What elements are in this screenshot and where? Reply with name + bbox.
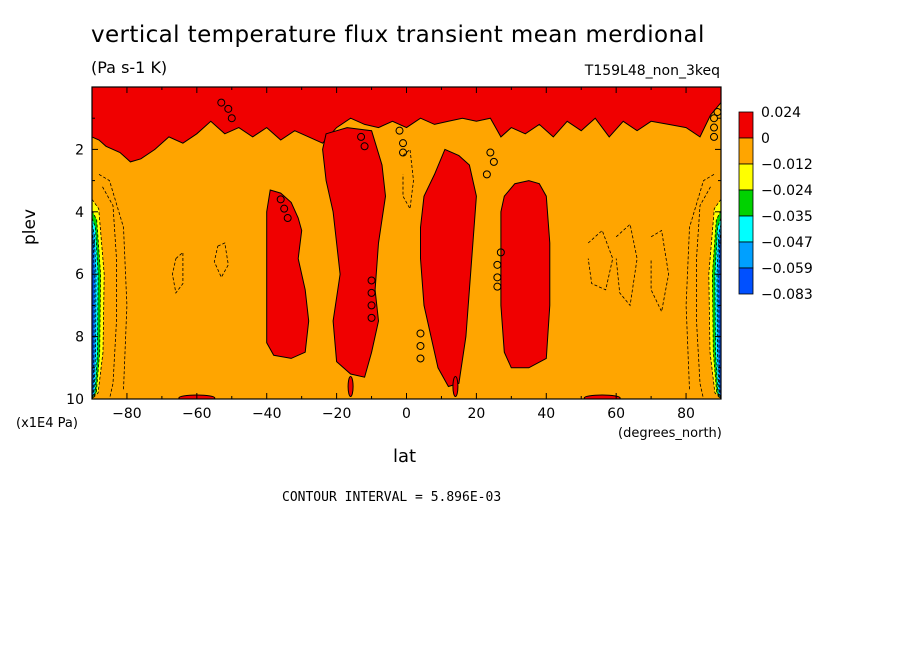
chart-title: vertical temperature flux transient mean… xyxy=(91,22,705,48)
x-tick-label: −40 xyxy=(252,406,282,422)
y-tick-label: 6 xyxy=(75,267,84,283)
colorbar-swatch xyxy=(738,189,754,217)
colorbar-label: 0.024 xyxy=(761,105,801,121)
contour-ring xyxy=(227,114,236,123)
x-axis-label: lat xyxy=(393,446,417,467)
negative-contour-dashed xyxy=(102,186,117,399)
contour-ring xyxy=(367,276,376,285)
contour-ring xyxy=(493,260,502,269)
negative-contour-dashed xyxy=(98,174,128,390)
contour-ring xyxy=(493,282,502,291)
contour-ring xyxy=(710,123,719,132)
x-tick-label: 20 xyxy=(467,406,485,422)
x-tick-label: 80 xyxy=(677,406,695,422)
contour-ring xyxy=(399,148,408,157)
y-axis-units: (x1E4 Pa) xyxy=(16,416,78,431)
chart-units: (Pa s-1 K) xyxy=(91,58,168,77)
contour-ring xyxy=(283,214,292,223)
contour-ring xyxy=(224,104,233,113)
negative-contour-dashed xyxy=(213,242,229,279)
contour-ring xyxy=(367,288,376,297)
x-tick-label: 60 xyxy=(607,406,625,422)
contour-ring xyxy=(416,329,425,338)
contour-ring xyxy=(360,142,369,151)
contour-ring xyxy=(280,204,289,213)
colorbar-swatch xyxy=(738,137,754,165)
positive-blob-surface xyxy=(583,394,621,399)
negative-contour-dashed xyxy=(650,229,670,313)
colorbar-label: −0.012 xyxy=(761,157,813,173)
contour-ring xyxy=(710,114,719,123)
run-label: T159L48_non_3keq xyxy=(584,63,720,79)
negative-contour-dashed xyxy=(402,148,414,210)
x-tick-label: 0 xyxy=(402,406,411,422)
y-tick-label: 4 xyxy=(75,205,84,221)
colorbar-swatch xyxy=(738,215,754,243)
contour-ring xyxy=(276,195,285,204)
contour-interval: CONTOUR INTERVAL = 5.896E-03 xyxy=(282,490,502,505)
contour-lines xyxy=(98,98,721,399)
negative-contour-dashed xyxy=(615,223,638,307)
positive-region-eq10 xyxy=(420,148,477,388)
y-tick-label: 2 xyxy=(75,142,84,158)
x-tick-label: 40 xyxy=(537,406,555,422)
contour-ring xyxy=(713,107,721,116)
y-tick-label: 8 xyxy=(75,330,84,346)
y-axis-label: plev xyxy=(20,208,40,245)
contour-ring xyxy=(367,301,376,310)
contour-ring xyxy=(416,341,425,350)
colorbar-label: −0.024 xyxy=(761,183,813,199)
colorbar-label: 0 xyxy=(761,131,770,147)
negative-contour-dashed xyxy=(587,229,614,291)
y-tick-label: 10 xyxy=(66,392,84,408)
x-tick-label: −60 xyxy=(182,406,212,422)
axes: −80 −60 −40 −20 0 20 40 60 80 2 4 6 8 10 xyxy=(66,87,722,422)
colorbar-swatch xyxy=(738,241,754,269)
contour-ring xyxy=(493,273,502,282)
positive-blob-streak xyxy=(347,376,354,398)
negative-contour-dashed xyxy=(685,174,715,390)
contour-ring xyxy=(395,126,404,135)
contour-ring xyxy=(710,132,719,141)
x-axis-units: (degrees_north) xyxy=(618,426,722,441)
contour-ring xyxy=(482,170,491,179)
x-tick-label: −20 xyxy=(322,406,352,422)
colorbar: 0.024 0 −0.012 −0.024 −0.035 −0.047 −0.059 −0.0… xyxy=(738,105,813,303)
positive-region-upper xyxy=(92,87,721,163)
contour-ring xyxy=(367,313,376,322)
colorbar-label: −0.035 xyxy=(761,209,813,225)
negative-contour-dashed xyxy=(696,186,711,399)
positive-region-sh40 xyxy=(266,189,310,359)
positive-region-nh30 xyxy=(500,180,551,369)
contour-ring xyxy=(357,132,366,141)
positive-blob-streak xyxy=(452,376,459,398)
x-tick-label: −80 xyxy=(112,406,142,422)
colorbar-swatch xyxy=(738,163,754,191)
contour-ring xyxy=(496,248,505,257)
colorbar-label: −0.083 xyxy=(761,287,813,303)
negative-contour-dashed xyxy=(171,251,184,294)
contour-fills xyxy=(92,87,721,399)
colorbar-swatch xyxy=(738,267,754,295)
plot-background xyxy=(92,87,721,399)
contour-ring xyxy=(486,148,495,157)
colorbar-label: −0.059 xyxy=(761,261,813,277)
contour-ring xyxy=(217,98,226,107)
colorbar-label: −0.047 xyxy=(761,235,813,251)
contour-ring xyxy=(416,354,425,363)
contour-ring xyxy=(489,157,498,166)
colorbar-swatch xyxy=(738,111,754,139)
contour-ring xyxy=(399,139,408,148)
